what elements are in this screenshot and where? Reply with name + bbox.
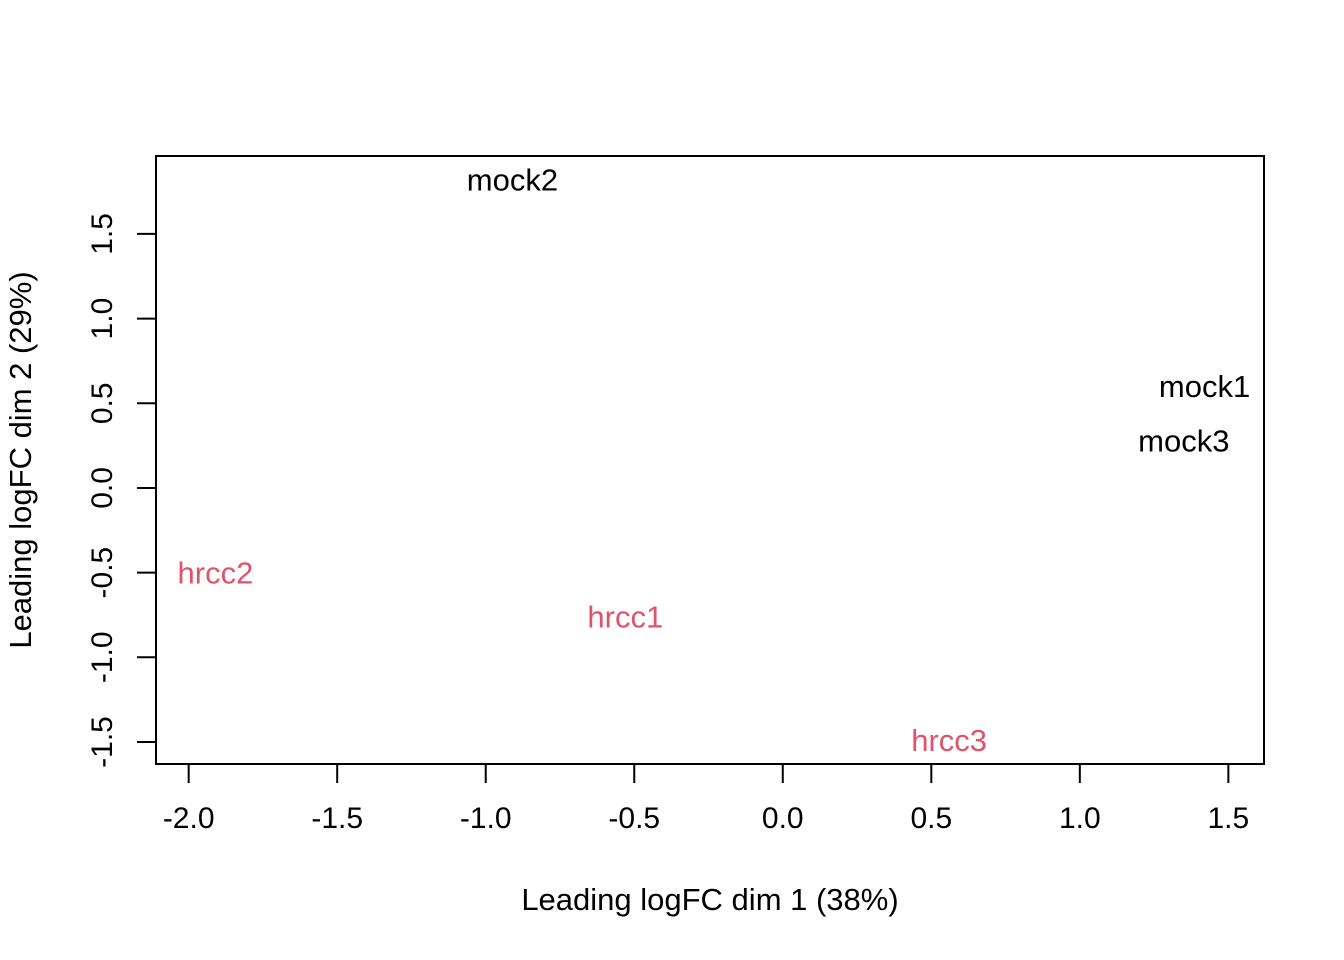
sample-label-hrcc3: hrcc3 bbox=[911, 723, 987, 758]
x-axis-tick-label: -1.5 bbox=[311, 802, 363, 835]
x-axis-tick-label: -0.5 bbox=[608, 802, 660, 835]
sample-label-hrcc1: hrcc1 bbox=[587, 600, 663, 635]
y-axis-tick-label: -1.0 bbox=[86, 631, 119, 683]
y-axis-tick-label: 1.0 bbox=[86, 298, 119, 340]
x-axis-tick-label: -1.0 bbox=[460, 802, 512, 835]
x-axis-tick-label: 1.0 bbox=[1059, 802, 1101, 835]
y-axis-tick-label: -1.5 bbox=[86, 716, 119, 768]
x-axis-tick-label: 0.0 bbox=[762, 802, 804, 835]
y-axis-title: Leading logFC dim 2 (29%) bbox=[3, 271, 38, 649]
sample-label-mock2: mock2 bbox=[467, 163, 558, 198]
x-axis-tick-label: -2.0 bbox=[163, 802, 215, 835]
y-axis-tick-label: 0.0 bbox=[86, 467, 119, 509]
sample-label-mock3: mock3 bbox=[1138, 423, 1229, 458]
y-axis-tick-label: 0.5 bbox=[86, 382, 119, 424]
y-axis-tick-label: 1.5 bbox=[86, 213, 119, 255]
sample-label-hrcc2: hrcc2 bbox=[178, 555, 254, 590]
x-axis-tick-label: 0.5 bbox=[910, 802, 952, 835]
x-axis-tick-label: 1.5 bbox=[1207, 802, 1249, 835]
sample-label-mock1: mock1 bbox=[1159, 369, 1250, 404]
plot-frame bbox=[155, 155, 1265, 765]
y-axis-tick-label: -0.5 bbox=[86, 547, 119, 599]
x-axis-title: Leading logFC dim 1 (38%) bbox=[521, 882, 899, 917]
